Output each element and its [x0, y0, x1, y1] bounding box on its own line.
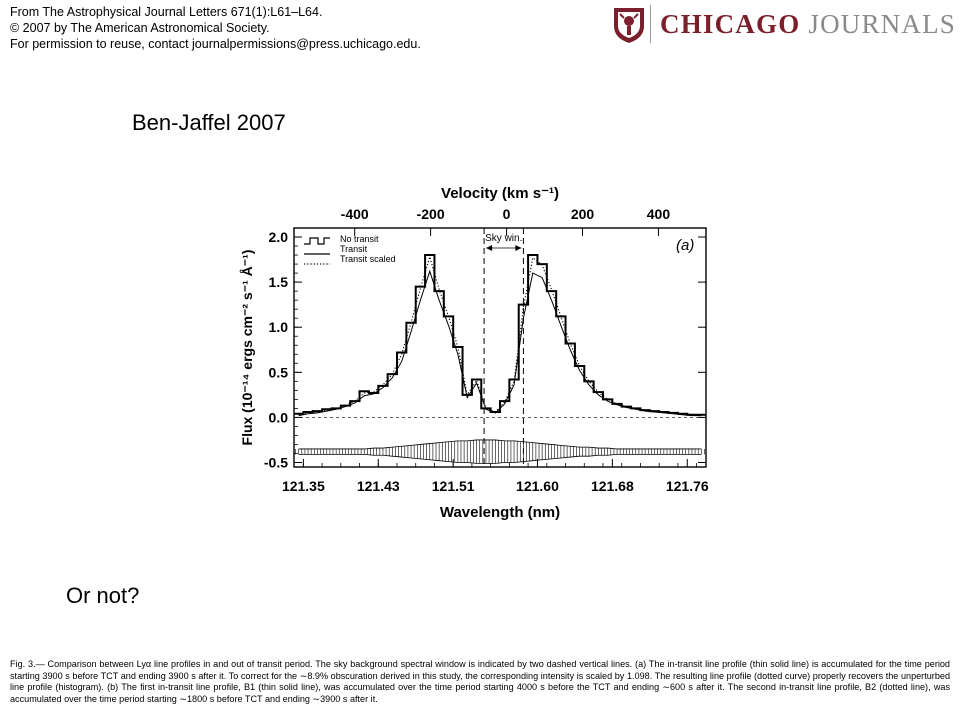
- velocity-tick-label: 0: [503, 206, 511, 222]
- spectrum-figure: 121.35 121.43 121.51 121.60 121.68 121.76 2.0 1…: [228, 182, 738, 538]
- legend-label-transit-scaled: Transit scaled: [340, 254, 396, 264]
- university-seal-icon: [614, 8, 644, 43]
- figure-caption: Fig. 3.— Comparison between Lyα line pro…: [10, 659, 950, 705]
- legend-sample-no-transit: [304, 237, 330, 245]
- logo-word-journals: JOURNALS: [808, 9, 956, 39]
- logo-word-chicago: CHICAGO: [660, 9, 801, 39]
- y-axis-label: Flux (10⁻¹⁴ ergs cm⁻² s⁻¹ Å⁻¹): [239, 250, 255, 446]
- series-no-transit: [294, 254, 706, 416]
- source-journal: From The Astrophysical Journal Letters 6…: [10, 5, 323, 19]
- velocity-tick-label: 400: [647, 206, 671, 222]
- legend-label-no-transit: No transit: [340, 234, 379, 244]
- source-copyright: © 2007 by The American Astronomical Soci…: [10, 21, 270, 35]
- logo-divider: [650, 5, 651, 43]
- chicago-journals-logo: CHICAGO JOURNALS: [610, 2, 955, 46]
- x-tick-label: 121.68: [591, 478, 634, 494]
- sky-window-arrowhead-left: [486, 245, 493, 251]
- x-tick-label: 121.43: [357, 478, 400, 494]
- slide-question: Or not?: [66, 583, 140, 608]
- y-tick-label: 0.5: [269, 364, 289, 380]
- sky-window-arrowhead-right: [515, 245, 522, 251]
- x-tick-label: 121.76: [666, 478, 709, 494]
- legend-label-transit: Transit: [340, 244, 368, 254]
- x-tick-label: 121.35: [282, 478, 325, 494]
- y-tick-label: -0.5: [264, 454, 288, 470]
- logo-text: CHICAGO JOURNALS: [660, 9, 956, 40]
- y-tick-label: 2.0: [269, 229, 289, 245]
- x-tick-label: 121.60: [516, 478, 559, 494]
- source-permissions: For permission to reuse, contact journal…: [10, 37, 421, 51]
- error-band-upper-edge: [298, 439, 702, 450]
- sky-window-label: Sky win.: [485, 233, 522, 244]
- line-profile-chart: 121.35 121.43 121.51 121.60 121.68 121.76 2.0 1…: [239, 185, 709, 521]
- velocity-tick-label: 200: [571, 206, 595, 222]
- y-tick-label: 1.5: [269, 274, 289, 290]
- velocity-tick-label: -200: [417, 206, 445, 222]
- y-tick-label: 0.0: [269, 409, 289, 425]
- plot-frame: [293, 227, 707, 468]
- x-tick-label: 121.51: [432, 478, 475, 494]
- top-axis-label: Velocity (km s⁻¹): [441, 185, 559, 202]
- y-tick-label: 1.0: [269, 319, 289, 335]
- x-axis-label: Wavelength (nm): [440, 504, 560, 521]
- source-citation: From The Astrophysical Journal Letters 6…: [10, 4, 421, 52]
- slide-title: Ben-Jaffel 2007: [132, 110, 286, 135]
- error-band-lower-edge: [298, 453, 702, 464]
- velocity-tick-label: -400: [341, 206, 369, 222]
- panel-label: (a): [676, 237, 694, 254]
